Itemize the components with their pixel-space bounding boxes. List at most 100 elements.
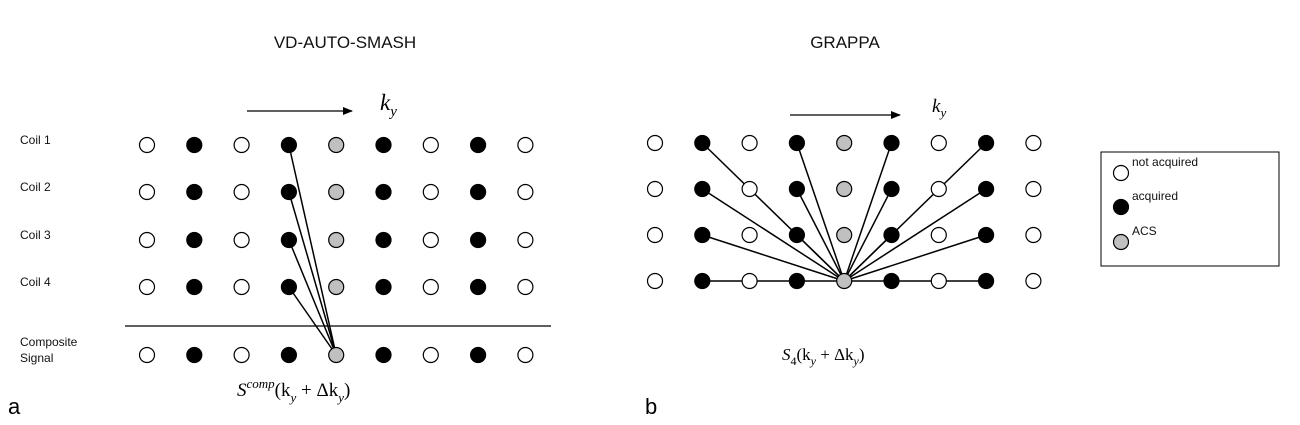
right-row-4-acquired-point [788, 272, 806, 290]
composite-not-acquired-point [422, 346, 439, 364]
right-line-row-2-col-2 [701, 188, 845, 282]
right-row-2-acquired-point [694, 180, 711, 198]
legend-acs-point-swatch [1112, 233, 1130, 251]
left-coil-1-not-acquired-point [233, 136, 250, 154]
right-row-2-acs-point [836, 180, 853, 198]
right-ky-symbol: k [932, 96, 941, 117]
left-panel: VD-AUTO-SMASH ky Coil 1 Coil 2 Coil 3 Co… [8, 33, 551, 419]
right-title: GRAPPA [810, 33, 880, 52]
right-formula-sub0: 4 [791, 354, 797, 368]
right-formula-sub2: y [853, 354, 860, 368]
left-row-labels: Coil 1 Coil 2 Coil 3 Coil 4 Composite Si… [20, 133, 78, 365]
left-line-coil-2-to-composite [288, 191, 337, 356]
legend-items: not acquired acquired ACS [1112, 155, 1198, 251]
left-coil-3-not-acquired-point [138, 231, 156, 249]
right-line-row-2-col-8 [843, 188, 987, 282]
left-coil-4-not-acquired-point [138, 278, 156, 296]
left-connection-lines [288, 144, 337, 356]
right-row-4-not-acquired-point [646, 272, 664, 290]
left-coil-1-not-acquired-point [422, 136, 439, 154]
left-coil-3-acs-point [328, 231, 345, 249]
legend-not-acquired-point-swatch [1112, 164, 1130, 182]
right-row-3-acquired-point [977, 226, 995, 244]
right-row-4-acquired-point [883, 272, 900, 290]
left-coil-3-not-acquired-point [233, 231, 250, 249]
right-row-2-acquired-point [883, 180, 900, 198]
right-row-4-acquired-point [977, 272, 995, 290]
legend-acquired-point-swatch [1112, 198, 1130, 216]
left-coil-4-acquired-point [470, 278, 487, 296]
right-row-1-acquired-point [883, 134, 900, 152]
left-line-coil-3-to-composite [288, 239, 337, 356]
left-coil-2-not-acquired-point [517, 183, 534, 201]
right-formula-main: S [782, 345, 791, 364]
right-line-row-2-col-6 [843, 188, 893, 282]
left-coil-3-acquired-point [375, 231, 392, 249]
left-coil-1-acquired-point [375, 136, 392, 154]
right-line-row-1-col-4 [796, 142, 845, 282]
right-formula-mid: + Δk [816, 345, 854, 364]
right-row-2-not-acquired-point [1025, 180, 1042, 198]
row-label-coil-3: Coil 3 [20, 228, 51, 242]
right-row-3-acquired-point [694, 226, 711, 244]
left-formula-end: ) [344, 380, 350, 401]
left-coil-4-not-acquired-point [517, 278, 534, 296]
left-coil-2-acquired-point [375, 183, 392, 201]
left-coil-1-not-acquired-point [138, 136, 156, 154]
right-row-1-acquired-point [694, 134, 711, 152]
right-row-1-not-acquired-point [646, 134, 664, 152]
right-row-2-acquired-point [788, 180, 806, 198]
left-ky-subscript: y [388, 104, 397, 120]
right-line-row-1-col-6 [843, 142, 893, 282]
left-coil-2-acs-point [328, 183, 345, 201]
right-row-2-not-acquired-point [646, 180, 664, 198]
left-line-coil-1-to-composite [288, 144, 337, 356]
composite-acquired-point [186, 346, 203, 364]
composite-not-acquired-point [138, 346, 156, 364]
right-row-3-acquired-point [788, 226, 806, 244]
right-row-1-not-acquired-point [930, 134, 947, 152]
legend-label-2: acquired [1132, 189, 1178, 203]
left-title: VD-AUTO-SMASH [274, 33, 416, 52]
left-coil-1-acs-point [328, 136, 345, 154]
legend-label-1: not acquired [1132, 155, 1198, 169]
panel-label-b: b [645, 394, 657, 419]
left-coil-3-not-acquired-point [422, 231, 439, 249]
right-row-1-acquired-point [788, 134, 806, 152]
right-row-3-not-acquired-point [930, 226, 947, 244]
composite-acs-point [328, 346, 345, 364]
left-coil-2-not-acquired-point [422, 183, 439, 201]
left-coil-4-acquired-point [280, 278, 297, 296]
right-line-row-3-col-4 [796, 234, 845, 282]
right-row-3-not-acquired-point [741, 226, 758, 244]
left-ky-label: ky [380, 90, 397, 120]
right-row-3-acquired-point [883, 226, 900, 244]
composite-acquired-point [280, 346, 297, 364]
left-formula-rest: (k [275, 380, 291, 401]
left-formula-sub2: y [336, 390, 344, 405]
right-line-row-3-col-2 [702, 234, 845, 282]
left-coil-3-not-acquired-point [517, 231, 534, 249]
left-coil-4-acs-point [328, 278, 345, 296]
left-coil-3-acquired-point [280, 231, 297, 249]
left-line-coil-4-to-composite [288, 286, 337, 356]
composite-not-acquired-point [233, 346, 250, 364]
right-ky-subscript: y [938, 105, 946, 120]
left-coil-2-acquired-point [470, 183, 487, 201]
left-coil-3-acquired-point [186, 231, 203, 249]
left-coil-2-not-acquired-point [138, 183, 156, 201]
row-label-coil-2: Coil 2 [20, 180, 51, 194]
right-formula: S4(ky + Δky) [782, 345, 865, 368]
left-coil-3-acquired-point [470, 231, 487, 249]
row-label-composite-line-1: Composite [20, 335, 78, 349]
right-row-4-acquired-point [694, 272, 711, 290]
right-ky-label: ky [932, 96, 946, 120]
legend: not acquired acquired ACS [1100, 151, 1280, 267]
right-row-3-not-acquired-point [646, 226, 664, 244]
right-formula-sub1: y [810, 354, 817, 368]
right-row-1-acs-point [836, 134, 853, 152]
panel-label-a: a [8, 394, 21, 419]
right-sample-grid [646, 134, 1042, 290]
legend-label-3: ACS [1132, 224, 1157, 238]
